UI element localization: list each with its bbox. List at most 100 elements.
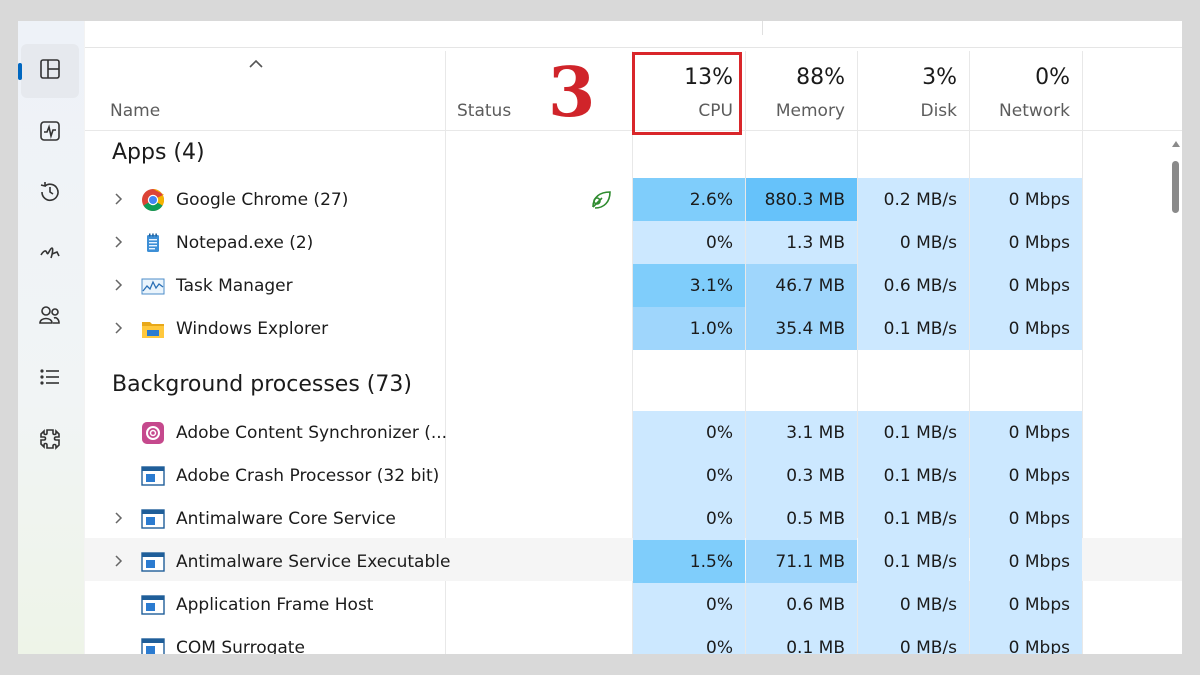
chevron-right-icon[interactable]	[114, 510, 124, 526]
process-row[interactable]: COM Surrogate 0% 0.1 MB 0 MB/s 0 Mbps	[85, 626, 1182, 654]
column-divider	[969, 51, 970, 654]
process-row[interactable]: Notepad.exe (2) 0% 1.3 MB 0 MB/s 0 Mbps	[85, 221, 1182, 264]
column-header-cpu[interactable]: 13% CPU	[633, 51, 745, 130]
status-column-label: Status	[457, 101, 512, 121]
cpu-cell: 1.5%	[633, 540, 745, 583]
network-cell: 0 Mbps	[970, 540, 1082, 583]
disk-cell: 0.1 MB/s	[858, 307, 969, 350]
network-cell: 0 Mbps	[970, 583, 1082, 626]
process-row[interactable]: Adobe Crash Processor (32 bit) 0% 0.3 MB…	[85, 454, 1182, 497]
column-divider	[632, 51, 633, 654]
vertical-scrollbar[interactable]	[1168, 131, 1182, 654]
column-divider	[1082, 51, 1083, 654]
memory-cell: 1.3 MB	[746, 221, 857, 264]
cpu-column-label: CPU	[698, 101, 733, 121]
task-manager-window: Name Status 13% CPU 88% Memory 3% Disk 0…	[18, 21, 1182, 654]
folder-icon	[142, 322, 164, 338]
memory-cell: 0.1 MB	[746, 626, 857, 654]
memory-cell: 0.6 MB	[746, 583, 857, 626]
active-indicator	[18, 63, 22, 80]
memory-column-label: Memory	[775, 101, 845, 121]
process-name: COM Surrogate	[176, 637, 305, 655]
process-name: Adobe Content Synchronizer (...	[176, 422, 448, 443]
process-row[interactable]: Antimalware Core Service 0% 0.5 MB 0.1 M…	[85, 497, 1182, 540]
group-header-background: Background processes (73)	[112, 372, 412, 397]
cpu-cell: 0%	[633, 626, 745, 654]
memory-cell: 35.4 MB	[746, 307, 857, 350]
disk-cell: 0.1 MB/s	[858, 454, 969, 497]
network-cell: 0 Mbps	[970, 307, 1082, 350]
process-name: Google Chrome (27)	[176, 189, 349, 210]
nav-item-users[interactable]	[21, 290, 79, 344]
disk-column-label: Disk	[920, 101, 957, 121]
column-divider	[445, 51, 446, 654]
nav-item-services[interactable]	[21, 414, 79, 468]
network-cell: 0 Mbps	[970, 454, 1082, 497]
network-column-label: Network	[999, 101, 1070, 121]
process-name: Antimalware Service Executable	[176, 551, 451, 572]
nav-rail	[18, 21, 84, 654]
toolbar-strip	[85, 21, 1182, 48]
chevron-right-icon[interactable]	[114, 277, 124, 293]
disk-cell: 0.2 MB/s	[858, 178, 969, 221]
process-row[interactable]: Google Chrome (27) 2.6% 880.3 MB 0.2 MB/…	[85, 178, 1182, 221]
chrome-icon	[142, 189, 164, 211]
cpu-cell: 0%	[633, 497, 745, 540]
memory-cell: 71.1 MB	[746, 540, 857, 583]
memory-cell: 46.7 MB	[746, 264, 857, 307]
scroll-up-icon[interactable]	[1172, 141, 1180, 147]
cpu-cell: 0%	[633, 411, 745, 454]
processes-icon	[37, 56, 63, 86]
process-name: Notepad.exe (2)	[176, 232, 314, 253]
process-row[interactable]: Adobe Content Synchronizer (... 0% 3.1 M…	[85, 411, 1182, 454]
column-header-status[interactable]: Status	[446, 51, 632, 130]
network-cell: 0 Mbps	[970, 178, 1082, 221]
details-icon	[37, 364, 63, 394]
disk-cell: 0 MB/s	[858, 626, 969, 654]
network-cell: 0 Mbps	[970, 411, 1082, 454]
memory-cell: 0.5 MB	[746, 497, 857, 540]
column-header-network[interactable]: 0% Network	[970, 51, 1082, 130]
disk-total-percent: 3%	[922, 65, 957, 90]
column-header-name[interactable]: Name	[85, 51, 445, 130]
scrollbar-thumb[interactable]	[1172, 161, 1179, 213]
notepad-icon	[147, 233, 159, 252]
memory-cell: 880.3 MB	[746, 178, 857, 221]
step-number-annotation: 3	[548, 53, 596, 133]
process-name: Adobe Crash Processor (32 bit)	[176, 465, 440, 486]
process-name: Task Manager	[176, 275, 293, 296]
disk-cell: 0 MB/s	[858, 583, 969, 626]
memory-cell: 0.3 MB	[746, 454, 857, 497]
cpu-total-percent: 13%	[684, 65, 733, 90]
chevron-right-icon[interactable]	[114, 553, 124, 569]
network-total-percent: 0%	[1035, 65, 1070, 90]
process-row[interactable]: Antimalware Service Executable 1.5% 71.1…	[85, 540, 1182, 583]
app-history-icon	[37, 179, 63, 209]
toolbar-divider	[762, 21, 763, 35]
window-app-icon	[141, 509, 165, 529]
process-row[interactable]: Task Manager 3.1% 46.7 MB 0.6 MB/s 0 Mbp…	[85, 264, 1182, 307]
nav-item-startup-apps[interactable]	[21, 228, 79, 282]
chevron-right-icon[interactable]	[114, 234, 124, 250]
processes-page: Name Status 13% CPU 88% Memory 3% Disk 0…	[85, 21, 1182, 654]
column-header-memory[interactable]: 88% Memory	[746, 51, 857, 130]
services-icon	[37, 426, 63, 456]
process-row[interactable]: Windows Explorer 1.0% 35.4 MB 0.1 MB/s 0…	[85, 307, 1182, 350]
process-name: Windows Explorer	[176, 318, 329, 339]
nav-item-app-history[interactable]	[21, 167, 79, 221]
column-header-disk[interactable]: 3% Disk	[858, 51, 969, 130]
chevron-right-icon[interactable]	[114, 320, 124, 336]
process-name: Application Frame Host	[176, 594, 374, 615]
process-row[interactable]: Application Frame Host 0% 0.6 MB 0 MB/s …	[85, 583, 1182, 626]
cpu-cell: 3.1%	[633, 264, 745, 307]
nav-item-processes[interactable]	[18, 44, 79, 98]
window-app-icon	[141, 638, 165, 654]
chevron-right-icon[interactable]	[114, 191, 124, 207]
startup-apps-icon	[37, 240, 63, 270]
nav-item-performance[interactable]	[21, 106, 79, 160]
disk-cell: 0.6 MB/s	[858, 264, 969, 307]
nav-item-details[interactable]	[21, 352, 79, 406]
toolbar-icon-fragment	[790, 21, 800, 25]
cpu-cell: 0%	[633, 454, 745, 497]
network-cell: 0 Mbps	[970, 264, 1082, 307]
